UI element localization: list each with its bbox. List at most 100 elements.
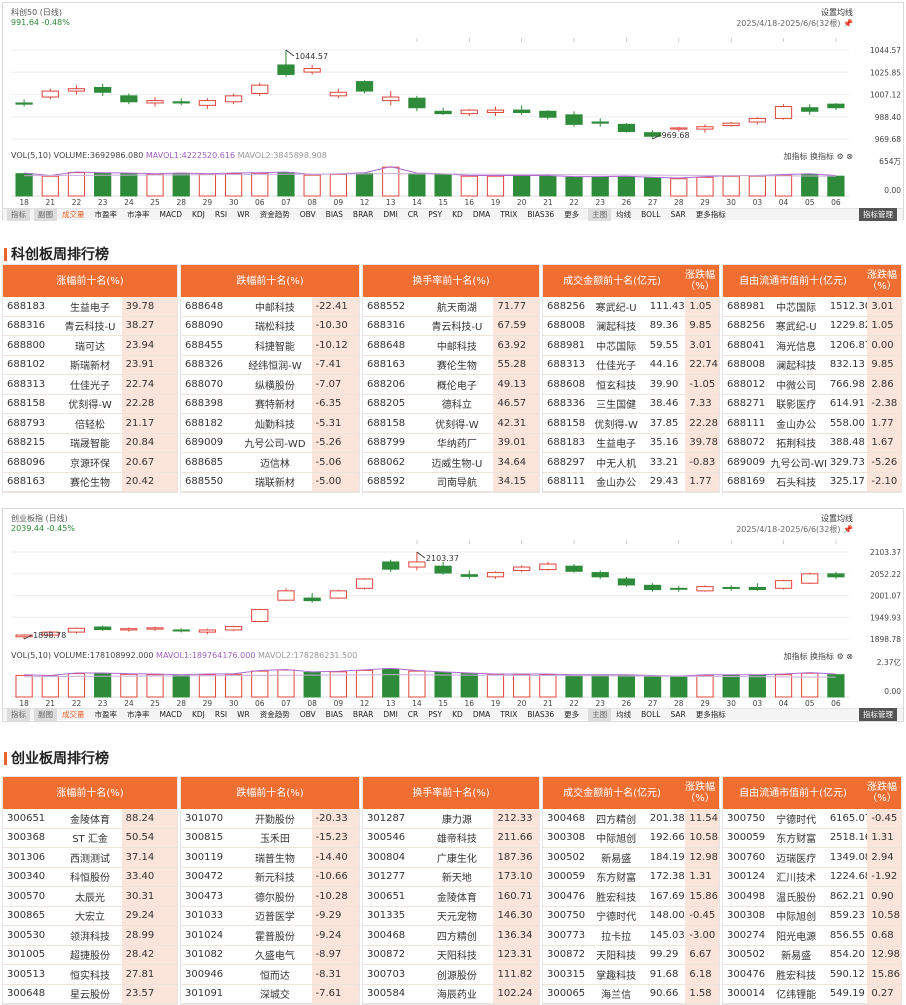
indicator-item[interactable]: BIAS36 — [527, 710, 555, 719]
volume-bar[interactable] — [696, 674, 714, 698]
stock-name[interactable]: 石头科技 — [776, 478, 817, 490]
volume-bar[interactable] — [722, 674, 740, 698]
stock-name[interactable]: 中微公司 — [776, 380, 817, 392]
stock-name[interactable]: 迈威生物-U — [431, 458, 483, 470]
stock-code[interactable]: 301306 — [7, 851, 46, 863]
stock-name[interactable]: 德尔股份 — [254, 892, 295, 904]
table-row[interactable]: 688062 迈威生物-U 34.64 — [363, 453, 539, 473]
stock-code[interactable]: 300546 — [367, 832, 406, 844]
event-marker[interactable]: ⁞ — [783, 37, 785, 44]
main-indicator-item[interactable]: SAR — [670, 710, 686, 719]
stock-name[interactable]: 亿纬锂能 — [776, 990, 817, 1002]
stock-name[interactable]: 司南导航 — [436, 478, 477, 490]
table-row[interactable]: 300546 雄帝科技 211.66 — [363, 828, 539, 848]
volume-bar[interactable] — [251, 172, 269, 197]
stock-name[interactable]: 迈信林 — [259, 458, 290, 470]
stock-name[interactable]: 中无人机 — [596, 458, 637, 470]
indicator-item[interactable]: 更多 — [564, 710, 580, 719]
indicator-item[interactable]: DMI — [383, 210, 398, 219]
stock-code[interactable]: 300502 — [727, 949, 766, 961]
candle-body[interactable] — [460, 574, 478, 577]
table-row[interactable]: 300124 汇川技术 1224.68 -1.92 — [723, 867, 902, 887]
stock-code[interactable]: 689009 — [185, 437, 224, 449]
table-row[interactable]: 688552 航天南湖 71.77 — [363, 297, 539, 317]
candle-body[interactable] — [591, 121, 609, 124]
candle-body[interactable] — [774, 106, 793, 119]
table-row[interactable]: 688111 金山办公 558.00 1.77 — [723, 414, 902, 434]
table-row[interactable]: 300502 新易盛 854.20 12.98 — [723, 945, 902, 965]
candle-body[interactable] — [722, 586, 740, 589]
stock-code[interactable]: 688008 — [727, 359, 766, 371]
table-row[interactable]: 301024 霍普股份 -9.24 — [181, 926, 359, 946]
stock-name[interactable]: 澜起科技 — [596, 322, 637, 334]
table-row[interactable]: 688182 灿勤科技 -5.31 — [181, 414, 359, 434]
stock-name[interactable]: 西测测试 — [70, 853, 110, 865]
stock-name[interactable]: 领湃科技 — [70, 931, 110, 943]
table-row[interactable]: 300274 阳光电源 856.55 0.68 — [723, 926, 902, 946]
indicator-tab-1[interactable]: 副图 — [34, 208, 57, 221]
stock-name[interactable]: 赛特新材 — [254, 400, 295, 412]
stock-name[interactable]: 优刻得-W — [68, 400, 112, 412]
volume-bar[interactable] — [94, 673, 112, 698]
table-row[interactable]: 688041 海光信息 1206.87 0.00 — [723, 336, 902, 356]
stock-name[interactable]: 康力源 — [441, 814, 472, 826]
stock-name[interactable]: 生益电子 — [70, 302, 110, 314]
indicator-item[interactable]: PSY — [428, 210, 443, 219]
candle-body[interactable] — [408, 561, 426, 568]
indicator-item[interactable]: OBV — [299, 210, 316, 219]
candle-body[interactable] — [801, 573, 819, 584]
table-row[interactable]: 688012 中微公司 766.98 2.86 — [723, 375, 902, 395]
event-marker[interactable]: ⁞ — [573, 539, 575, 546]
stock-name[interactable]: 倍轻松 — [75, 419, 105, 431]
stock-code[interactable]: 300059 — [727, 832, 766, 844]
stock-code[interactable]: 300124 — [727, 871, 766, 883]
volume-bar[interactable] — [486, 175, 505, 197]
stock-code[interactable]: 688158 — [7, 398, 46, 410]
stock-name[interactable]: 天阳科技 — [436, 951, 477, 963]
stock-code[interactable]: 688062 — [367, 456, 406, 468]
stock-code[interactable]: 300472 — [185, 871, 224, 883]
table-row[interactable]: 301082 久盛电气 -8.97 — [181, 945, 359, 965]
table-row[interactable]: 688313 仕佳光子 44.16 22.74 — [543, 355, 719, 375]
stock-name[interactable]: 仕佳光子 — [70, 380, 110, 392]
stock-name[interactable]: 寒武纪-U — [775, 322, 817, 334]
stock-name[interactable]: 星云股份 — [70, 990, 110, 1002]
volume-bar[interactable] — [774, 674, 793, 698]
candle-body[interactable] — [565, 114, 583, 125]
indicator-item[interactable]: KD — [452, 210, 463, 219]
volume-bar[interactable] — [15, 173, 33, 197]
event-marker[interactable]: ⁞ — [678, 539, 680, 546]
stock-name[interactable]: 宁德时代 — [776, 814, 817, 826]
candle-body[interactable] — [513, 109, 531, 113]
table-row[interactable]: 688592 司南导航 34.15 — [363, 472, 539, 492]
pin-icon[interactable]: 📌 — [843, 525, 853, 534]
stock-code[interactable]: 688158 — [547, 417, 586, 429]
stock-code[interactable]: 688111 — [547, 476, 586, 488]
stock-name[interactable]: 四方精创 — [596, 814, 637, 826]
candle-body[interactable] — [486, 572, 505, 578]
volume-controls[interactable]: 加指标 换指标 ⚙ ⊗ — [783, 152, 853, 161]
stock-name[interactable]: 东方财富 — [596, 873, 637, 885]
stock-name[interactable]: 瑞晟智能 — [70, 439, 110, 451]
table-row[interactable]: 688336 三生国健 38.46 7.33 — [543, 394, 719, 414]
stock-code[interactable]: 300703 — [367, 968, 406, 980]
main-indicator-item[interactable]: SAR — [670, 210, 686, 219]
stock-name[interactable]: 温氏股份 — [776, 892, 817, 904]
table-row[interactable]: 688111 金山办公 29.43 1.77 — [543, 472, 719, 492]
candle-body[interactable] — [486, 109, 505, 113]
stock-code[interactable]: 300059 — [547, 871, 586, 883]
candle-body[interactable] — [94, 87, 112, 93]
candle-body[interactable] — [355, 81, 374, 92]
table-row[interactable]: 300804 广康生化 187.36 — [363, 848, 539, 868]
candle-body[interactable] — [617, 123, 636, 132]
stock-name[interactable]: 拓荆科技 — [776, 439, 817, 451]
stock-code[interactable]: 688008 — [547, 320, 586, 332]
ma-settings-button[interactable]: 设置均线 — [821, 8, 853, 17]
volume-bar[interactable] — [670, 676, 688, 698]
stock-code[interactable]: 688072 — [727, 437, 766, 449]
table-row[interactable]: 688096 京源环保 20.67 — [3, 453, 178, 473]
candle-body[interactable] — [696, 586, 714, 592]
table-row[interactable]: 688550 瑞联新材 -5.00 — [181, 472, 359, 492]
indicator-tab-0[interactable]: 指标 — [7, 208, 30, 221]
table-row[interactable]: 300502 新易盛 184.19 12.98 — [543, 848, 719, 868]
